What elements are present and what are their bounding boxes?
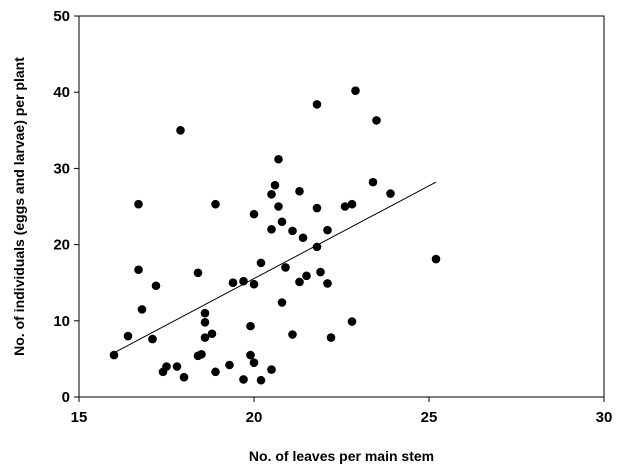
data-point: [246, 321, 255, 331]
data-point: [172, 362, 182, 371]
data-point: [256, 258, 266, 268]
data-point: [351, 86, 360, 95]
data-point: [340, 202, 350, 211]
data-point: [295, 186, 304, 196]
data-point: [239, 375, 248, 384]
data-point: [109, 350, 119, 360]
y-tick-label: 20: [53, 237, 70, 254]
data-point: [312, 242, 322, 252]
data-point: [267, 365, 276, 374]
y-axis-label: No. of individuals (eggs and larvae) per…: [11, 57, 27, 356]
data-point: [246, 350, 255, 360]
x-tick-label: 25: [421, 409, 438, 426]
data-point: [176, 126, 185, 135]
data-point: [270, 180, 280, 190]
data-point: [193, 268, 203, 278]
data-point: [347, 317, 357, 326]
data-point: [239, 276, 248, 286]
data-point: [312, 203, 322, 213]
data-point: [326, 333, 336, 342]
data-point: [134, 199, 143, 209]
data-point: [274, 154, 283, 164]
data-point: [249, 358, 259, 368]
x-tick-label: 15: [71, 409, 88, 426]
data-point: [347, 199, 357, 209]
data-point: [249, 279, 259, 289]
data-point: [295, 277, 304, 287]
trend-line: [113, 181, 437, 354]
plot-frame: [78, 15, 605, 398]
data-point: [256, 375, 266, 385]
y-axis-ticks: 0 10 20 30 40 50: [53, 8, 79, 406]
data-point: [281, 263, 290, 272]
data-point: [137, 305, 147, 314]
data-point: [316, 267, 325, 277]
data-point: [134, 265, 143, 275]
y-tick-label: 40: [53, 84, 70, 101]
y-tick-label: 30: [53, 160, 70, 177]
data-point: [211, 199, 220, 209]
data-point: [200, 318, 210, 327]
data-point: [179, 372, 189, 382]
data-point: [151, 281, 161, 291]
data-point: [312, 100, 322, 109]
x-axis-label: No. of leaves per main stem: [249, 448, 434, 464]
data-point: [267, 190, 276, 199]
data-point: [225, 360, 234, 370]
data-point: [323, 279, 332, 288]
data-point: [277, 298, 287, 307]
data-point: [207, 329, 217, 339]
x-tick-label: 20: [246, 409, 263, 426]
data-point: [148, 334, 157, 344]
data-point: [386, 189, 395, 198]
data-point: [211, 367, 220, 377]
data-point: [372, 116, 381, 125]
y-tick-label: 10: [53, 313, 70, 330]
data-point: [228, 278, 238, 288]
data-point: [197, 350, 206, 359]
data-point: [368, 177, 378, 187]
data-point: [288, 330, 297, 339]
data-point: [249, 209, 259, 219]
x-axis-ticks: 15 20 25 30: [71, 397, 613, 426]
x-tick-label: 30: [596, 409, 613, 426]
y-tick-label: 50: [53, 8, 70, 25]
data-point: [302, 271, 311, 281]
data-point: [323, 225, 332, 235]
data-points: [109, 86, 441, 385]
data-point: [431, 254, 441, 264]
data-point: [298, 233, 308, 243]
y-tick-label: 0: [62, 389, 70, 406]
data-point: [274, 202, 283, 211]
data-point: [277, 217, 287, 227]
data-point: [288, 226, 297, 236]
data-point: [267, 225, 276, 234]
data-point: [200, 333, 210, 342]
data-point: [123, 331, 133, 341]
data-point: [200, 308, 210, 318]
data-point: [162, 362, 171, 371]
